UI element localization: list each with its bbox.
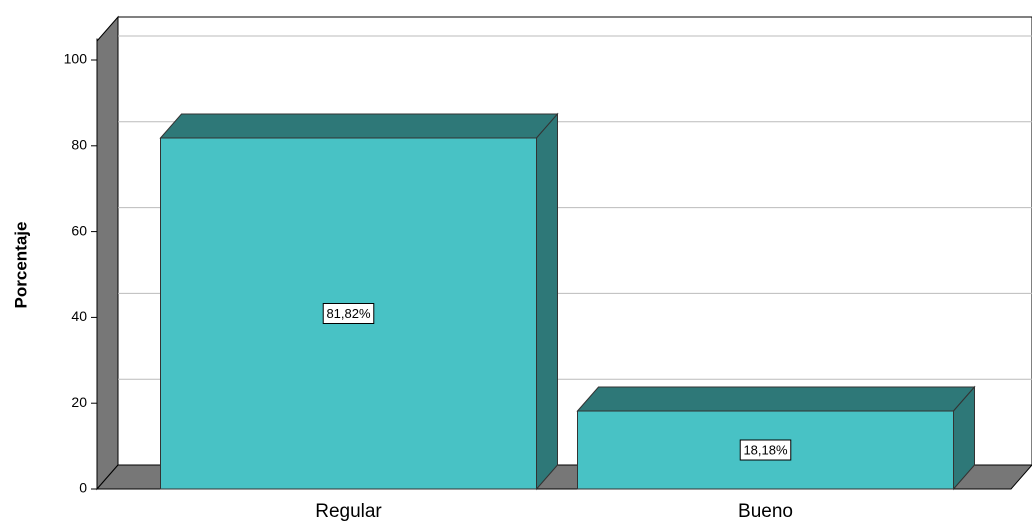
- bar-side: [536, 112, 558, 491]
- x-tick-label: Bueno: [738, 501, 793, 522]
- value-label-box: [322, 302, 375, 324]
- value-label: 81,82%: [326, 306, 371, 321]
- value-label-box: [739, 439, 792, 461]
- y-tick-label: 60: [71, 222, 87, 238]
- y-tick-label: 0: [79, 480, 87, 496]
- y-axis-label: Porcentaje: [11, 222, 30, 309]
- bar-top: [159, 113, 559, 139]
- side-wall: [96, 15, 119, 491]
- x-tick-label: Regular: [315, 501, 382, 522]
- y-tick-label: 100: [64, 51, 88, 67]
- y-tick-label: 20: [71, 394, 87, 410]
- y-tick-label: 80: [71, 137, 87, 153]
- value-label: 18,18%: [743, 442, 788, 457]
- bar-top: [576, 386, 976, 412]
- y-tick-label: 40: [71, 308, 87, 324]
